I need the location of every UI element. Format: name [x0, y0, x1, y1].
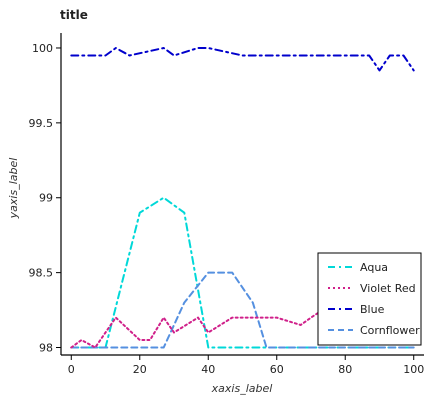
y-tick-label: 99.5: [29, 117, 54, 130]
x-tick-label: 20: [133, 363, 147, 376]
x-axis-label: xaxis_label: [211, 382, 273, 395]
legend-label: Violet Red: [360, 282, 416, 295]
legend-box: [317, 252, 422, 346]
x-tick-label: 100: [403, 363, 424, 376]
x-axis: 0 20 40 60 80 100: [61, 354, 424, 376]
x-tick-label: 60: [270, 363, 284, 376]
legend-label: Blue: [360, 303, 385, 316]
series-line-blue: [70, 47, 415, 72]
y-axis-label: yaxis_label: [7, 158, 20, 220]
x-tick-label: 0: [68, 363, 75, 376]
y-tick-label: 100: [32, 42, 53, 55]
legend: Aqua Violet Red Blue Cornflower: [317, 252, 422, 346]
y-tick-label: 98.5: [29, 267, 54, 280]
y-tick-label: 99: [39, 192, 53, 205]
chart-title: title: [60, 8, 88, 22]
y-tick-label: 98: [39, 342, 53, 355]
x-tick-label: 80: [338, 363, 352, 376]
legend-label: Aqua: [360, 261, 388, 274]
y-axis: 98 98.5 99 99.5 100: [29, 33, 62, 355]
legend-label: Cornflower: [360, 324, 420, 337]
x-tick-label: 40: [201, 363, 215, 376]
series-line-cornflower: [70, 271, 415, 349]
